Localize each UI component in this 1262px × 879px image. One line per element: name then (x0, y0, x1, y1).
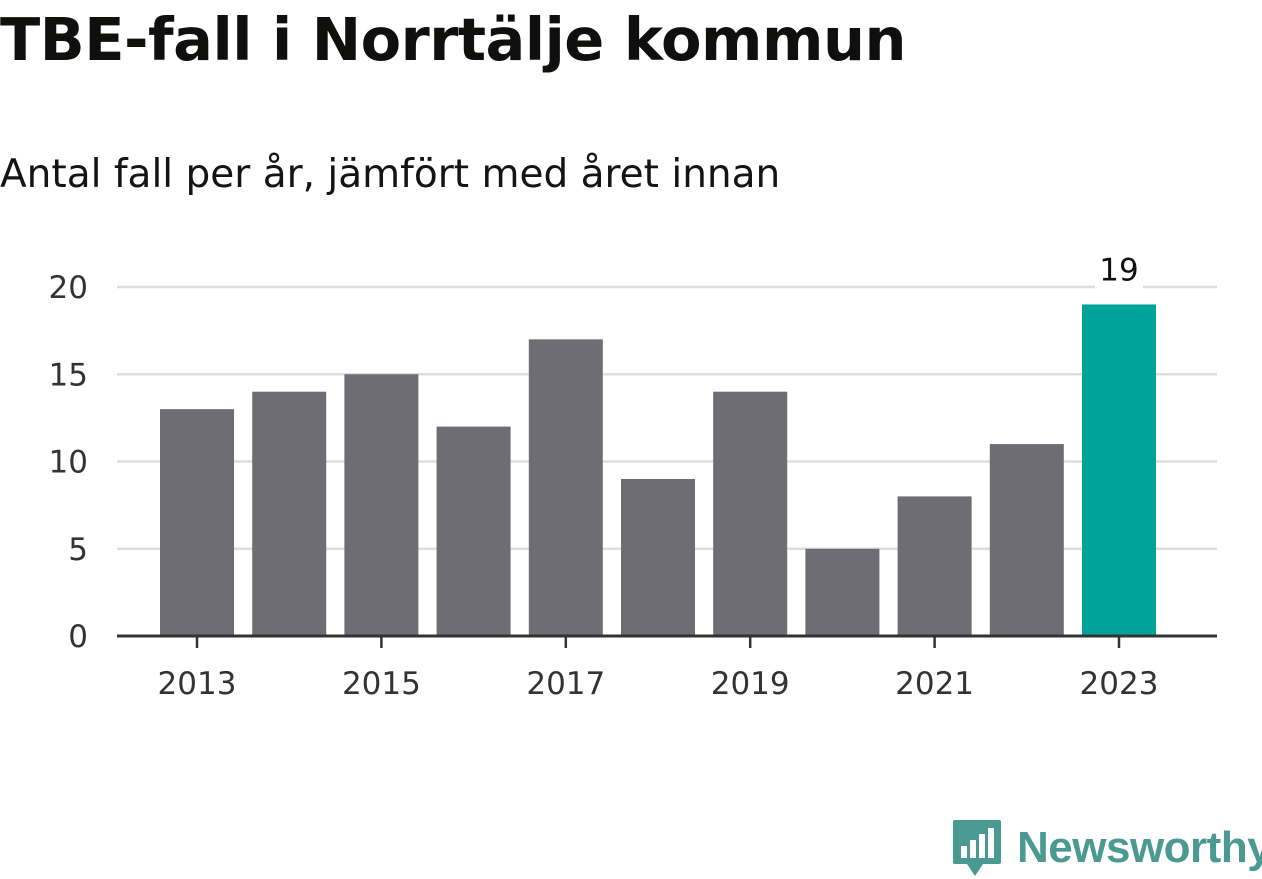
chart-title: TBE-fall i Norrtälje kommun (0, 5, 907, 74)
x-tick-label: 2013 (158, 666, 237, 702)
bar-2014 (252, 391, 327, 636)
bar-2013 (160, 409, 234, 636)
data-label: 19 (1099, 252, 1138, 288)
chart-subtitle: Antal fall per år, jämfört med året inna… (0, 152, 781, 197)
y-tick-label: 10 (49, 445, 88, 481)
bar-2018 (621, 478, 695, 636)
brand-name: Newsworthy (1017, 823, 1262, 872)
x-tick-label: 2019 (711, 666, 790, 702)
bar-2017 (528, 339, 603, 636)
bar-2021 (897, 496, 972, 636)
y-tick-label: 15 (49, 357, 88, 393)
x-tick-label: 2021 (895, 666, 974, 702)
bar-2019 (713, 391, 788, 636)
x-tick-label: 2023 (1080, 666, 1159, 702)
bar-2020 (805, 548, 880, 636)
data-label-halo (1095, 266, 1143, 301)
axes (117, 634, 1217, 648)
y-tick-label: 0 (68, 619, 88, 655)
bars (160, 304, 1156, 636)
bar-2022 (989, 444, 1064, 636)
bar-2023 (1082, 304, 1156, 636)
bar-chart-speech-bubble-icon (953, 820, 1001, 876)
x-tick-label: 2015 (342, 666, 421, 702)
bar-2015 (344, 374, 419, 636)
bar-2016 (436, 426, 511, 636)
y-tick-label: 5 (68, 532, 88, 568)
x-tick-label: 2017 (526, 666, 605, 702)
y-tick-label: 20 (49, 270, 88, 306)
newsworthy-logo: Newsworthy (951, 818, 1262, 878)
labels: 0 5 10 15 20 2013 2015 2017 2019 2021 2023 19 (49, 252, 1159, 702)
